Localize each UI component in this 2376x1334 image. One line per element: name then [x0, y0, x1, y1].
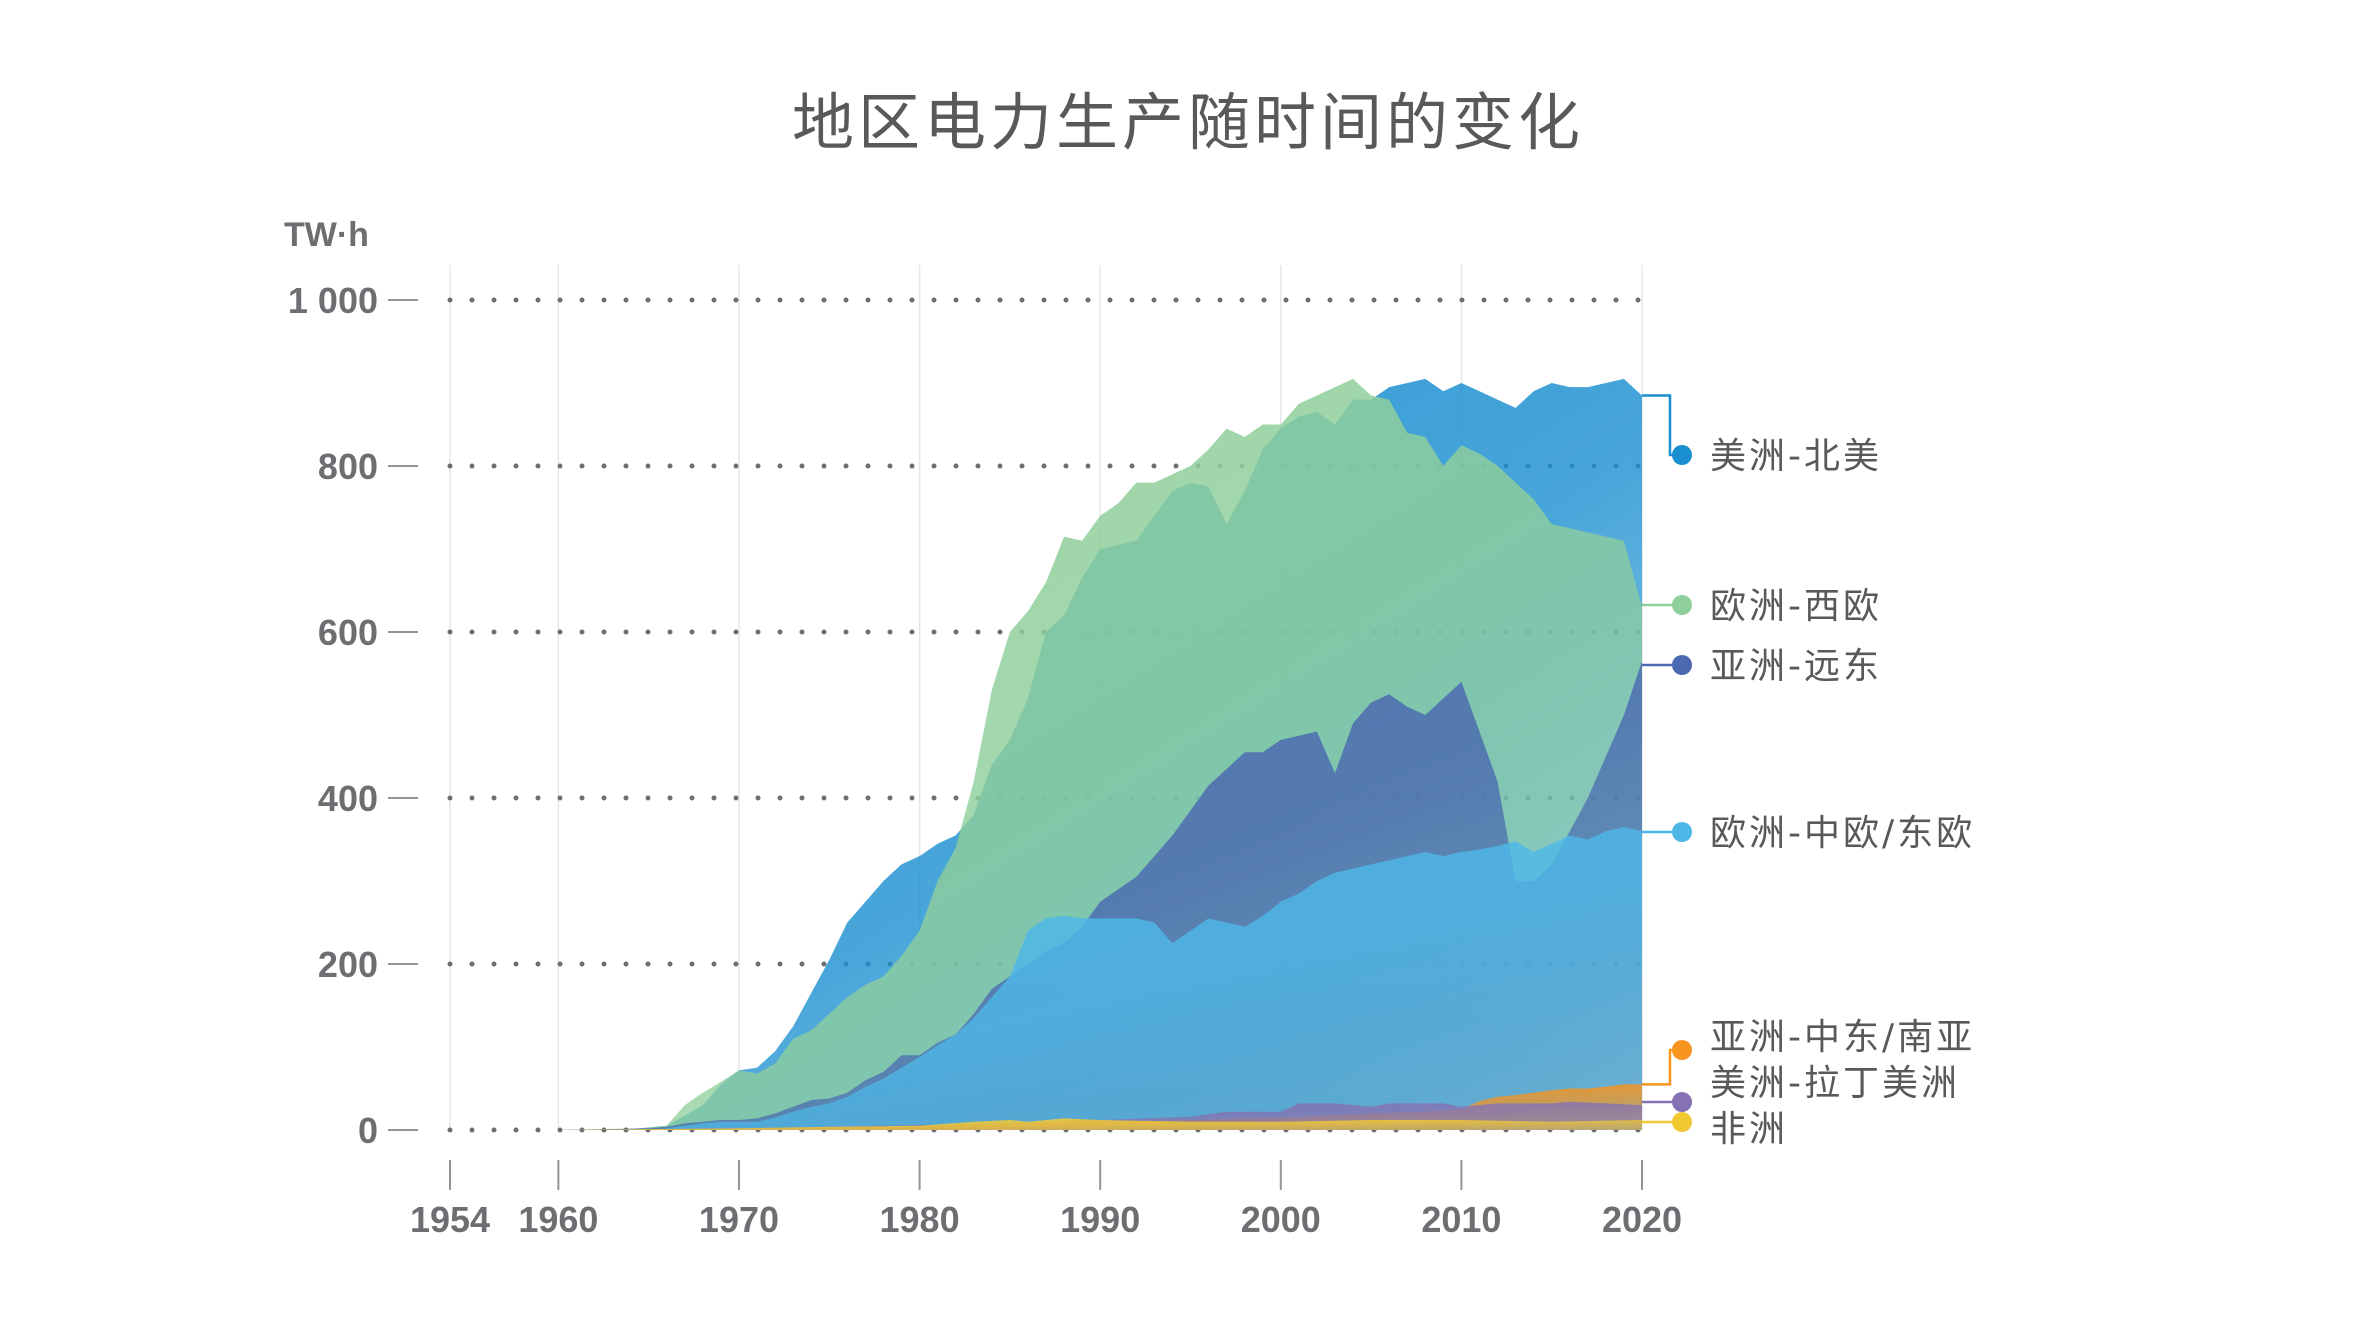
legend-label: 非洲 [1710, 1109, 1788, 1150]
area-欧洲-中欧-东欧 [450, 827, 1642, 1130]
y-axis-unit-label: TW·h [284, 216, 369, 254]
xtick-label-2000: 2000 [1241, 1199, 1321, 1240]
xtick-label-1954: 1954 [410, 1199, 490, 1240]
legend-item-非洲: 非洲 [1642, 1109, 1788, 1150]
xtick-label-1990: 1990 [1060, 1199, 1140, 1240]
legend-item-亚洲-中东-南亚: 亚洲-中东/南亚 [1642, 1017, 1975, 1086]
legend-item-美洲-北美: 美洲-北美 [1642, 394, 1882, 477]
legend-marker [1672, 595, 1692, 615]
legend-item-美洲-拉丁美洲: 美洲-拉丁美洲 [1642, 1063, 1960, 1112]
ytick-label-0: 0 [358, 1110, 378, 1151]
xtick-label-2010: 2010 [1421, 1199, 1501, 1240]
xtick-label-1960: 1960 [518, 1199, 598, 1240]
xtick-label-1980: 1980 [880, 1199, 960, 1240]
x-axis: 1954 1960 1970 1980 1990 2000 2010 2020 [410, 1160, 1682, 1240]
legend-label: 亚洲-中东/南亚 [1710, 1017, 1975, 1058]
ytick-label-200: 200 [318, 944, 378, 985]
legend-marker [1672, 1112, 1692, 1132]
xtick-label-2020: 2020 [1602, 1199, 1682, 1240]
xtick-label-1970: 1970 [699, 1199, 779, 1240]
ytick-label-800: 800 [318, 446, 378, 487]
legend-label: 亚洲-远东 [1710, 646, 1882, 687]
legend-item-亚洲-远东: 亚洲-远东 [1642, 646, 1882, 687]
y-axis: 0 200 400 600 800 1 000 [288, 280, 418, 1151]
ytick-label-1000: 1 000 [288, 280, 378, 321]
legend-label: 美洲-北美 [1710, 436, 1882, 477]
legend-item-欧洲-中欧-东欧: 欧洲-中欧/东欧 [1642, 813, 1975, 854]
legend-marker [1672, 1040, 1692, 1060]
legend-label: 欧洲-中欧/东欧 [1710, 813, 1975, 854]
legend-label: 欧洲-西欧 [1710, 586, 1882, 627]
legend-connector [1642, 394, 1682, 457]
ytick-label-600: 600 [318, 612, 378, 653]
area-非洲 [450, 1118, 1642, 1130]
legend-label: 美洲-拉丁美洲 [1710, 1063, 1960, 1104]
legend-marker [1672, 1092, 1692, 1112]
chart-title: 地区电力生产随时间的变化 [791, 86, 1584, 159]
ytick-label-400: 400 [318, 778, 378, 819]
legend-marker [1672, 822, 1692, 842]
legend-marker [1672, 445, 1692, 465]
area-series-group [450, 378, 1642, 1130]
legend-marker [1672, 655, 1692, 675]
legend-item-欧洲-西欧: 欧洲-西欧 [1642, 586, 1882, 627]
